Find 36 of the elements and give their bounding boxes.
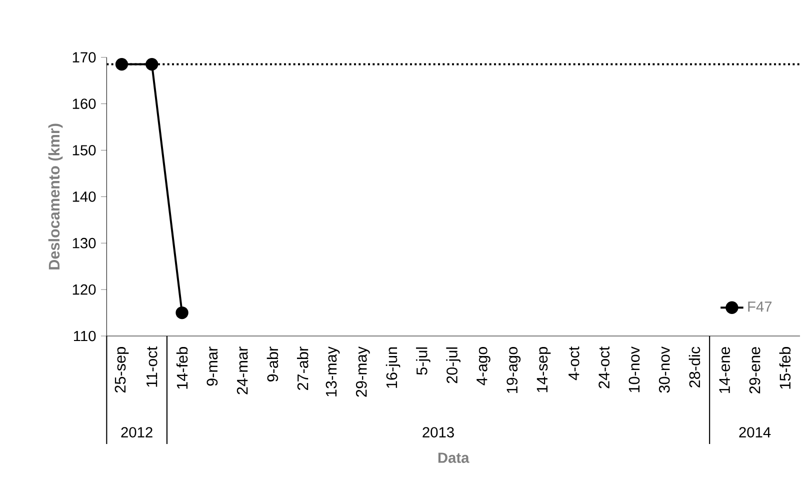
text: 2012 <box>121 427 152 438</box>
y-tick-label: 160 <box>72 98 96 109</box>
x-tick-label: 24-mar <box>236 346 248 394</box>
x-tick-label: 14-ene <box>719 347 730 393</box>
x-tick-label: 13-may <box>326 346 340 396</box>
x-tick-label: 5-jul <box>416 347 430 375</box>
x-tick-label: 9-abr <box>266 346 278 382</box>
x-tick-label: 27-abr <box>296 346 308 390</box>
x-tick-label: 4-ago <box>476 347 490 386</box>
x-axis-title: Data <box>438 452 470 463</box>
x-tick-label: 29-may <box>356 346 370 397</box>
text: 2013 <box>422 427 454 438</box>
legend-label: F47 <box>748 302 772 312</box>
y-tick-label: 110 <box>74 330 96 342</box>
x-tick-label: 14-sep <box>536 347 551 392</box>
x-tick-label: 29-ene <box>749 347 760 394</box>
x-tick-label: 24-oct <box>598 346 610 388</box>
x-tick-label: 25-sep <box>114 347 129 393</box>
x-tick-label: 30-nov <box>658 346 670 393</box>
x-tick-label: 15-feb <box>779 347 791 389</box>
x-tick-label: 10-nov <box>628 346 640 392</box>
text: 2014 <box>739 427 771 438</box>
x-tick-label: 11-oct <box>146 346 158 387</box>
y-axis-title: Deslocamento (kmr) <box>48 124 63 270</box>
x-tick-label: 14-feb <box>176 347 188 389</box>
y-tick-label: 150 <box>72 145 96 156</box>
x-tick-label: 19-ago <box>506 347 521 393</box>
x-tick-label: 9-mar <box>206 346 218 386</box>
x-tick-label: 28-dic <box>688 346 700 388</box>
y-tick-label: 140 <box>72 191 96 202</box>
x-tick-label: 16-jun <box>386 347 400 388</box>
y-tick-label: 170 <box>72 52 96 63</box>
x-tick-label: 4-oct <box>568 346 580 380</box>
x-tick-label: 20-jul <box>446 347 460 384</box>
y-tick-label: 130 <box>72 238 96 248</box>
y-tick-label: 120 <box>72 284 96 295</box>
